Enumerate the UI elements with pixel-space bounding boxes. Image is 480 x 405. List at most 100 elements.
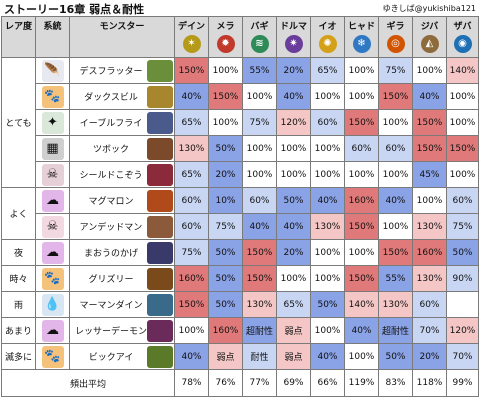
resistance-cell: 140% — [344, 291, 379, 318]
column-header-element: デイン ✶ — [174, 16, 209, 58]
element-name: バギ — [250, 21, 269, 32]
monster-portrait-icon — [147, 345, 173, 368]
monster-portrait-icon — [147, 85, 173, 108]
resistance-cell: 150% — [208, 83, 243, 110]
resistance-cell: 130% — [242, 291, 277, 318]
resistance-cell: 100% — [276, 265, 311, 292]
resistance-cell: 100% — [310, 239, 345, 266]
resistance-cell: 65% — [174, 161, 209, 188]
water-icon: ◉ — [453, 34, 472, 53]
system-cell: ☠ — [35, 213, 70, 240]
resistance-cell: 耐性 — [242, 343, 277, 370]
monster-portrait-icon — [147, 189, 173, 212]
monster-name: ダックスビル — [84, 93, 138, 103]
slime-icon: ☁ — [41, 189, 64, 212]
average-label: 頻出平均 — [1, 369, 175, 397]
monster-name: グリズリー — [88, 275, 134, 285]
monster-name: イーブルフライ — [79, 119, 143, 129]
table-row: ☠ アンデッドマン 60% 75% 40% 40% 130% 150% 100% 130% 75% — [2, 213, 479, 240]
resistance-cell: 130% — [378, 291, 413, 318]
resistance-cell: 45% — [412, 161, 447, 188]
resistance-cell: 90% — [446, 265, 479, 292]
monster-cell: シールドこぞう — [69, 161, 175, 188]
resistance-cell: 超耐性 — [378, 317, 413, 344]
resistance-cell: 100% — [310, 83, 345, 110]
resistance-cell: 65% — [174, 109, 209, 136]
resistance-cell: 65% — [310, 57, 345, 84]
average-cell: 83% — [378, 369, 413, 397]
monster-cell: ビックアイ — [69, 343, 175, 370]
demon-icon: ☁ — [41, 241, 64, 264]
monster-cell: レッサーデーモン — [69, 317, 175, 344]
resistance-cell: 60% — [378, 135, 413, 162]
monster-name: ビックアイ — [88, 353, 134, 363]
average-cell: 78% — [174, 369, 209, 397]
resistance-cell: 50% — [208, 265, 243, 292]
monster-portrait-icon — [147, 319, 174, 342]
wind-icon: ≋ — [250, 34, 269, 53]
header-row: レア度 系統 モンスター デイン ✶ メラ ✹ バギ ≋ ドルマ ✷ イオ ✺ ヒャド ❄ ギラ ◎ ジバ ◭… — [1, 16, 479, 58]
resistance-cell: 40% — [174, 343, 209, 370]
resistance-cell: 50% — [378, 343, 413, 370]
resistance-cell: 20% — [276, 57, 311, 84]
system-cell: 🐾 — [35, 83, 70, 110]
resistance-cell: 65% — [276, 291, 311, 318]
resistance-cell: 75% — [378, 57, 413, 84]
resistance-cell: 75% — [174, 239, 209, 266]
column-header-system: 系統 — [35, 16, 70, 58]
monster-portrait-icon — [147, 293, 173, 316]
element-name: ジバ — [420, 21, 439, 32]
resistance-cell: 弱点 — [208, 343, 243, 370]
average-cell: 118% — [412, 369, 447, 397]
resistance-cell: 50% — [276, 187, 311, 214]
element-name: ヒャド — [347, 21, 375, 32]
resistance-cell: 160% — [208, 317, 243, 344]
rarity-cell: 雨 — [1, 291, 36, 318]
column-header-element: ザバ ◉ — [446, 16, 479, 58]
resistance-cell: 130% — [310, 213, 345, 240]
resistance-cell: 100% — [344, 161, 379, 188]
column-header-element: ジバ ◭ — [412, 16, 447, 58]
resistance-cell: 160% — [412, 239, 447, 266]
element-name: ドルマ — [279, 21, 307, 32]
dark-icon: ✷ — [284, 34, 303, 53]
monster-name: まおうのかげ — [83, 249, 138, 259]
system-cell: 🐾 — [35, 343, 70, 370]
resistance-cell: 60% — [174, 187, 209, 214]
monster-portrait-icon — [147, 267, 173, 290]
thunder-icon: ✶ — [182, 34, 201, 53]
resistance-cell: 150% — [344, 265, 379, 292]
average-cell: 69% — [276, 369, 311, 397]
resistance-cell: 40% — [276, 83, 311, 110]
resistance-cell: 100% — [344, 239, 379, 266]
resistance-cell: 55% — [378, 265, 413, 292]
resistance-cell: 130% — [412, 213, 447, 240]
column-header-element: ヒャド ❄ — [344, 16, 379, 58]
resistance-cell: 100% — [446, 83, 479, 110]
sheet-header: ストーリー16章 弱点＆耐性 ゆきしば@yukishiba121 — [0, 0, 480, 16]
resistance-cell: 70% — [412, 317, 447, 344]
table-row: 時々 🐾 グリズリー 160% 50% 150% 100% 100% 150% 55% 130% 90… — [1, 265, 479, 292]
resistance-cell: 40% — [242, 213, 277, 240]
resistance-cell: 100% — [242, 161, 277, 188]
monster-cell: マーマンダイン — [69, 291, 175, 318]
resistance-cell: 140% — [446, 57, 479, 84]
monster-name: ツボック — [92, 145, 129, 155]
system-cell: ☁ — [35, 317, 70, 344]
resistance-cell: 40% — [412, 83, 447, 110]
monster-name: アンデッドマン — [79, 223, 143, 233]
beast-paw-icon: 🐾 — [41, 267, 64, 290]
average-row: 頻出平均 78% 76% 77% 69% 66% 119% 83% 118% 99% — [1, 369, 479, 397]
monster-cell: まおうのかげ — [69, 239, 175, 266]
rarity-cell: よく — [1, 187, 36, 240]
rarity-cell: 夜 — [1, 239, 36, 266]
resistance-cell: 55% — [242, 57, 277, 84]
resistance-cell: 40% — [378, 187, 413, 214]
monster-cell: ツボック — [69, 135, 175, 162]
resistance-cell: 40% — [310, 343, 345, 370]
resistance-cell: 75% — [242, 109, 277, 136]
table-row: ✦ イーブルフライ 65% 100% 75% 120% 60% 150% 100% 150% 100… — [2, 109, 479, 136]
weakness-table: レア度 系統 モンスター デイン ✶ メラ ✹ バギ ≋ ドルマ ✷ イオ ✺ ヒャド ❄ ギラ ◎ ジバ ◭… — [1, 16, 479, 397]
resistance-cell: 40% — [344, 317, 379, 344]
average-cell: 119% — [344, 369, 379, 397]
